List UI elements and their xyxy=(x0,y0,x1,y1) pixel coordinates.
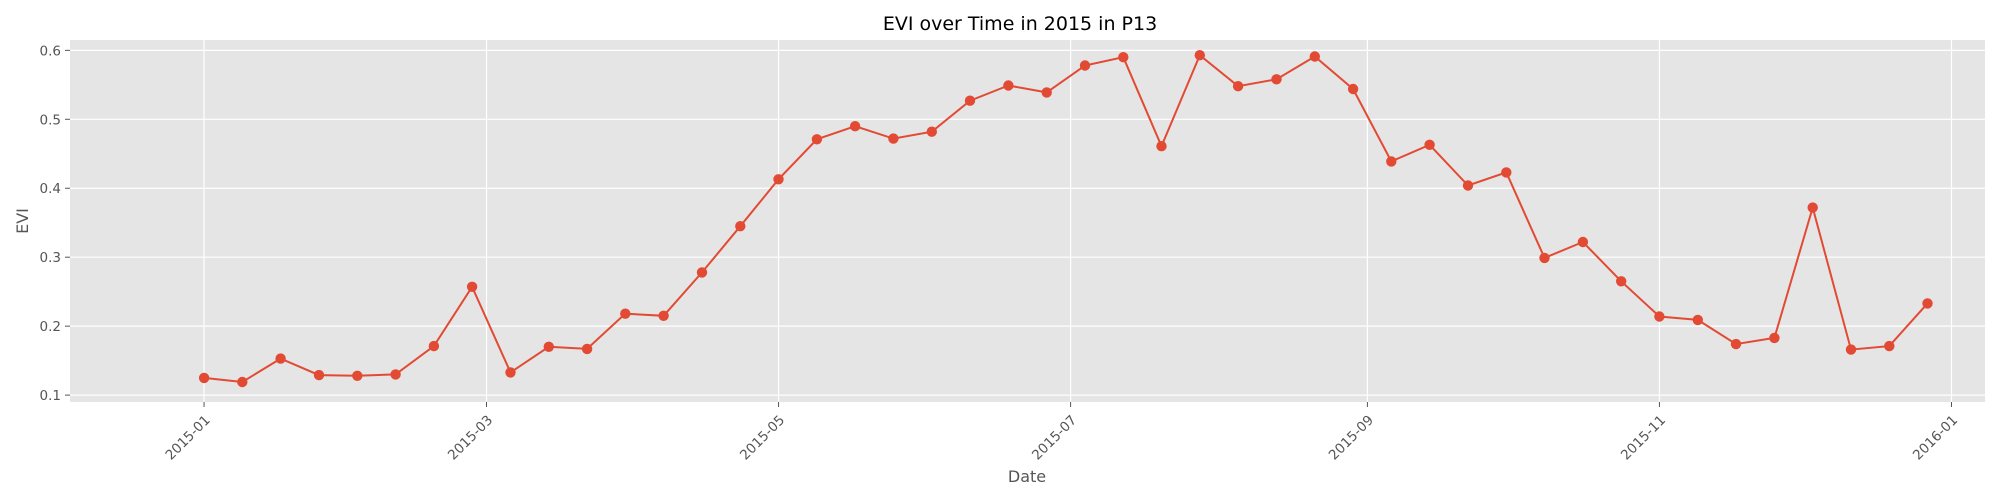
data-point xyxy=(1041,87,1052,98)
data-point xyxy=(275,353,286,364)
data-point xyxy=(543,341,554,352)
data-point xyxy=(1884,340,1895,352)
data-point xyxy=(1845,344,1857,355)
data-point xyxy=(1079,60,1091,71)
data-point xyxy=(1654,311,1665,322)
series-line xyxy=(203,53,1929,384)
data-point xyxy=(466,281,478,292)
data-point xyxy=(237,376,248,388)
data-point xyxy=(926,126,937,137)
data-point xyxy=(390,369,401,380)
y-tick-label: 0.2 xyxy=(40,319,61,335)
y-tick-label: 0.6 xyxy=(40,43,61,59)
data-point xyxy=(1309,51,1321,62)
x-tick-label: 2015-01 xyxy=(162,412,213,463)
data-point xyxy=(1232,81,1244,92)
y-axis-label: EVI xyxy=(13,208,32,234)
data-point xyxy=(1003,80,1014,91)
x-tick-label: 2015-05 xyxy=(737,412,788,463)
y-tick-label: 0.3 xyxy=(40,250,61,266)
data-point xyxy=(1692,314,1704,326)
data-point xyxy=(735,221,746,232)
data-point xyxy=(505,367,516,378)
grid-lines xyxy=(70,40,1985,402)
data-points xyxy=(198,50,1933,388)
data-point xyxy=(658,310,669,321)
data-point xyxy=(1769,332,1780,344)
data-point xyxy=(964,95,976,106)
data-point xyxy=(1194,50,1206,61)
x-tick-label: 2015-11 xyxy=(1618,412,1669,463)
data-point xyxy=(773,174,784,185)
data-point xyxy=(428,340,440,352)
data-point xyxy=(696,267,708,278)
data-point xyxy=(1118,52,1129,63)
data-point xyxy=(1424,139,1435,150)
data-point xyxy=(1501,167,1512,178)
data-point xyxy=(352,370,363,381)
data-point xyxy=(1616,276,1627,287)
chart-title: EVI over Time in 2015 in P13 xyxy=(883,13,1157,35)
data-point xyxy=(849,121,861,132)
y-axis-ticks: 0.1 0.2 0.3 0.4 0.5 0.6 xyxy=(40,43,70,404)
x-tick-label: 2015-07 xyxy=(1029,412,1080,463)
data-point xyxy=(620,308,631,319)
data-point xyxy=(1922,298,1933,309)
data-point xyxy=(313,369,325,381)
data-point xyxy=(581,343,593,355)
data-point xyxy=(888,133,899,144)
data-point xyxy=(1271,74,1282,85)
data-point xyxy=(1577,236,1589,248)
data-point xyxy=(1156,141,1167,152)
x-axis-ticks: 2015-01 2015-03 2015-05 2015-07 2015-09 2015-… xyxy=(162,402,1961,463)
data-point xyxy=(1539,252,1550,264)
y-tick-label: 0.1 xyxy=(40,388,61,404)
data-point xyxy=(1386,156,1397,167)
y-tick-label: 0.4 xyxy=(40,181,61,197)
data-point xyxy=(1730,338,1742,350)
data-point xyxy=(198,372,210,384)
x-tick-label: 2016-01 xyxy=(1910,412,1961,463)
data-point xyxy=(1462,180,1474,191)
x-axis-label: Date xyxy=(1008,467,1046,486)
data-point xyxy=(1807,202,1818,213)
data-point xyxy=(811,134,823,145)
plot-area xyxy=(70,40,1985,402)
x-tick-label: 2015-03 xyxy=(445,412,496,463)
x-tick-label: 2015-09 xyxy=(1326,412,1377,463)
data-point xyxy=(1347,83,1359,95)
y-tick-label: 0.5 xyxy=(40,112,61,128)
